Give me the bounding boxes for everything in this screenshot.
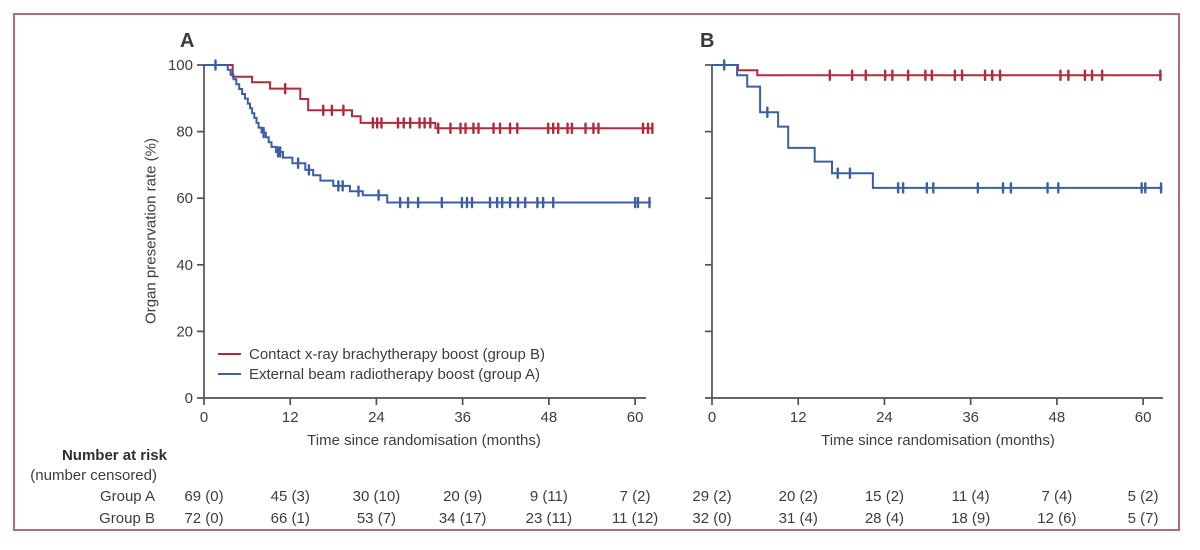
risk-table-subheader: (number censored) — [30, 467, 157, 484]
legend-item-group-b: Contact x-ray brachytherapy boost (group… — [218, 344, 545, 364]
x-axis-title-panel-a: Time since randomisation (months) — [307, 432, 541, 449]
risk-cell: 32 (0) — [692, 510, 731, 527]
x-tick-label: 60 — [1135, 409, 1152, 426]
risk-cell: 29 (2) — [692, 488, 731, 505]
x-axis-title-panel-b: Time since randomisation (months) — [821, 432, 1055, 449]
km-curve-group-b — [204, 64, 654, 130]
x-tick-label: 36 — [962, 409, 979, 426]
risk-cell: 5 (2) — [1128, 488, 1159, 505]
legend-label-group-b: Contact x-ray brachytherapy boost (group… — [249, 345, 545, 363]
x-tick-label: 48 — [1049, 409, 1066, 426]
y-axis-title: Organ preservation rate (%) — [142, 138, 160, 324]
km-curve-group-a — [204, 64, 651, 204]
y-tick-label: 40 — [176, 257, 193, 274]
x-tick-label: 36 — [454, 409, 471, 426]
risk-cell: 11 (12) — [612, 510, 658, 527]
risk-cell: 31 (4) — [779, 510, 818, 527]
risk-cell: 7 (4) — [1041, 488, 1072, 505]
y-tick-label: 80 — [176, 124, 193, 141]
panel-a: 0 20 40 60 80 100 0 12 24 36 48 60 — [168, 57, 654, 426]
legend-item-group-a: External beam radiotherapy boost (group … — [218, 364, 545, 384]
panel-a-label: A — [180, 30, 195, 52]
risk-cell: 23 (11) — [526, 510, 572, 527]
risk-cell: 18 (9) — [951, 510, 990, 527]
x-tick-label: 60 — [627, 409, 644, 426]
risk-cell: 12 (6) — [1037, 510, 1076, 527]
x-tick-label: 12 — [790, 409, 807, 426]
x-tick-label: 0 — [708, 409, 716, 426]
risk-table-header: Number at risk — [61, 447, 167, 464]
risk-cell: 28 (4) — [865, 510, 904, 527]
risk-cell: 53 (7) — [357, 510, 396, 527]
risk-row-label-group-a: Group A — [99, 488, 155, 505]
km-curve-group-b — [712, 64, 1162, 77]
risk-cell: 5 (7) — [1128, 510, 1159, 527]
risk-cell: 20 (9) — [443, 488, 482, 505]
risk-row-label-group-b: Group B — [99, 510, 155, 527]
y-tick-label: 20 — [176, 323, 193, 340]
x-tick-label: 0 — [200, 409, 208, 426]
risk-cell: 11 (4) — [952, 488, 990, 505]
risk-cell: 34 (17) — [439, 510, 487, 527]
risk-cell: 66 (1) — [271, 510, 310, 527]
censor-marks — [283, 82, 654, 135]
legend: Contact x-ray brachytherapy boost (group… — [218, 344, 545, 384]
censor-marks — [214, 59, 651, 209]
censor-marks — [828, 69, 1162, 82]
legend-line-blue-icon — [218, 372, 241, 376]
risk-cell: 20 (2) — [779, 488, 818, 505]
km-curve-group-a — [712, 64, 1163, 189]
risk-cell: 9 (11) — [530, 488, 568, 505]
x-tick-label: 12 — [282, 409, 299, 426]
x-tick-label: 24 — [368, 409, 385, 426]
legend-line-red-icon — [218, 352, 241, 356]
risk-cell: 30 (10) — [353, 488, 401, 505]
panel-b-label: B — [700, 30, 715, 52]
y-tick-label: 60 — [176, 190, 193, 207]
y-tick-label: 0 — [185, 390, 193, 407]
x-tick-label: 48 — [541, 409, 558, 426]
risk-cell: 69 (0) — [184, 488, 223, 505]
x-tick-label: 24 — [876, 409, 893, 426]
risk-cell: 72 (0) — [184, 510, 223, 527]
y-tick-label: 100 — [168, 57, 193, 74]
risk-cell: 45 (3) — [271, 488, 310, 505]
risk-cell: 7 (2) — [620, 488, 651, 505]
panel-b: 0 12 24 36 48 60 — [705, 59, 1163, 426]
legend-label-group-a: External beam radiotherapy boost (group … — [249, 365, 540, 383]
risk-cell: 15 (2) — [865, 488, 904, 505]
censor-marks — [723, 59, 1163, 194]
